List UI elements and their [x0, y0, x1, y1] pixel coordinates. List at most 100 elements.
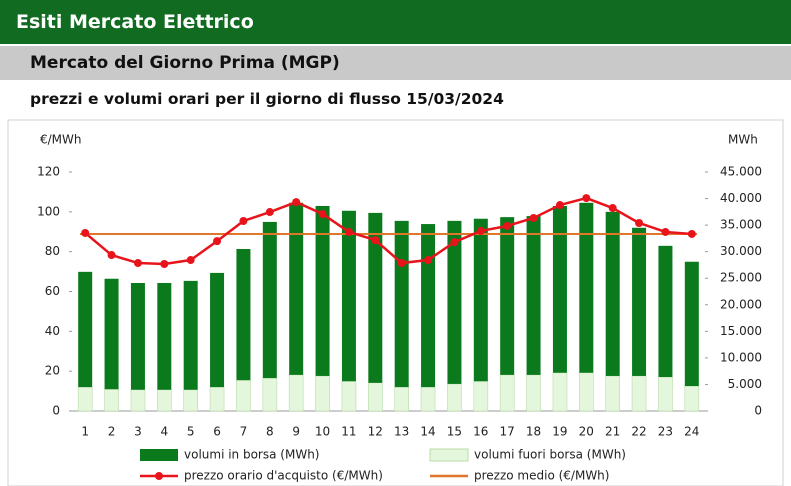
x-tick-label: 21 [605, 425, 620, 439]
price-point [186, 256, 195, 265]
bar [368, 382, 383, 412]
bar [420, 386, 436, 412]
bar [552, 205, 567, 373]
x-tick-label: 18 [526, 425, 541, 439]
header-caption: prezzi e volumi orari per il giorno di f… [30, 90, 504, 108]
bar [209, 386, 225, 412]
x-tick-label: 13 [394, 425, 409, 439]
header-subtitle: Mercato del Giorno Prima (MGP) [0, 46, 791, 80]
bar [526, 216, 541, 375]
bar [157, 389, 172, 412]
legend-label: volumi in borsa (MWh) [184, 448, 319, 462]
price-point [213, 237, 222, 246]
y-tick-label: 60 [45, 284, 60, 298]
bar [658, 245, 673, 378]
price-point [81, 228, 90, 237]
bar [684, 261, 699, 387]
y2-tick-label: 5.000 [728, 377, 762, 391]
bar [78, 271, 93, 388]
price-point [133, 259, 142, 268]
legend-label: prezzo medio (€/MWh) [474, 469, 609, 483]
price-point [529, 214, 538, 223]
x-tick-label: 11 [341, 425, 356, 439]
bar [499, 374, 515, 412]
bar [104, 388, 119, 412]
bar [526, 374, 541, 412]
x-tick-label: 7 [240, 425, 248, 439]
y2-tick-label: 0 [754, 404, 762, 418]
bar [632, 227, 647, 376]
bar [157, 283, 172, 390]
y2-axis-label: MWh [728, 133, 758, 147]
bar [341, 210, 356, 382]
price-point [476, 226, 485, 235]
y2-tick-label: 15.000 [720, 324, 762, 338]
x-tick-label: 4 [160, 425, 168, 439]
y-tick-label: 100 [37, 204, 60, 218]
price-point [318, 210, 327, 219]
bar [341, 380, 357, 412]
bar [104, 278, 119, 390]
bar [236, 249, 251, 381]
y2-tick-label: 40.000 [720, 191, 762, 205]
price-line [84, 196, 692, 266]
y-tick-label: 120 [37, 165, 60, 179]
y-tick-label: 20 [45, 364, 60, 378]
bar [394, 386, 409, 412]
bar [130, 283, 145, 390]
bar [368, 212, 383, 383]
bar [236, 379, 251, 412]
legend-marker [155, 472, 163, 480]
bar [658, 376, 673, 412]
x-tick-label: 10 [315, 425, 330, 439]
bar [500, 217, 515, 375]
bar [552, 372, 568, 412]
y2-tick-label: 35.000 [720, 218, 762, 232]
price-point [503, 221, 512, 230]
y2-tick-label: 45.000 [720, 165, 762, 179]
price-point [555, 201, 564, 210]
price-point [450, 238, 459, 247]
x-tick-label: 15 [447, 425, 462, 439]
x-tick-label: 19 [552, 425, 567, 439]
x-tick-label: 12 [368, 425, 383, 439]
y2-tick-label: 30.000 [720, 244, 762, 258]
price-point [424, 256, 433, 265]
x-tick-label: 14 [420, 425, 435, 439]
y2-tick-label: 10.000 [720, 350, 762, 364]
bar [605, 211, 620, 376]
price-point [608, 204, 617, 213]
bar [421, 224, 436, 388]
x-tick-label: 8 [266, 425, 274, 439]
bar [210, 272, 225, 388]
price-point [344, 227, 353, 236]
x-tick-label: 24 [684, 425, 699, 439]
y2-tick-label: 25.000 [720, 271, 762, 285]
y-tick-label: 80 [45, 244, 60, 258]
y2-tick-label: 20.000 [720, 297, 762, 311]
price-point [265, 208, 274, 217]
bar [183, 280, 198, 390]
x-tick-label: 6 [213, 425, 221, 439]
bar [631, 375, 647, 412]
price-point [687, 229, 696, 238]
y-tick-label: 40 [45, 324, 60, 338]
bar [447, 383, 462, 412]
bar [394, 220, 409, 388]
bar [473, 380, 489, 412]
price-point [160, 260, 169, 269]
y-tick-label: 0 [52, 404, 60, 418]
bar [315, 375, 330, 412]
legend-swatch [140, 449, 178, 461]
price-point [582, 194, 591, 203]
bar [288, 374, 304, 412]
y-axis-label: €/MWh [40, 133, 82, 147]
x-tick-label: 20 [579, 425, 594, 439]
bar [447, 220, 462, 384]
bar [315, 205, 330, 376]
bar [289, 202, 304, 375]
legend-swatch [429, 448, 469, 462]
bar [183, 389, 198, 412]
